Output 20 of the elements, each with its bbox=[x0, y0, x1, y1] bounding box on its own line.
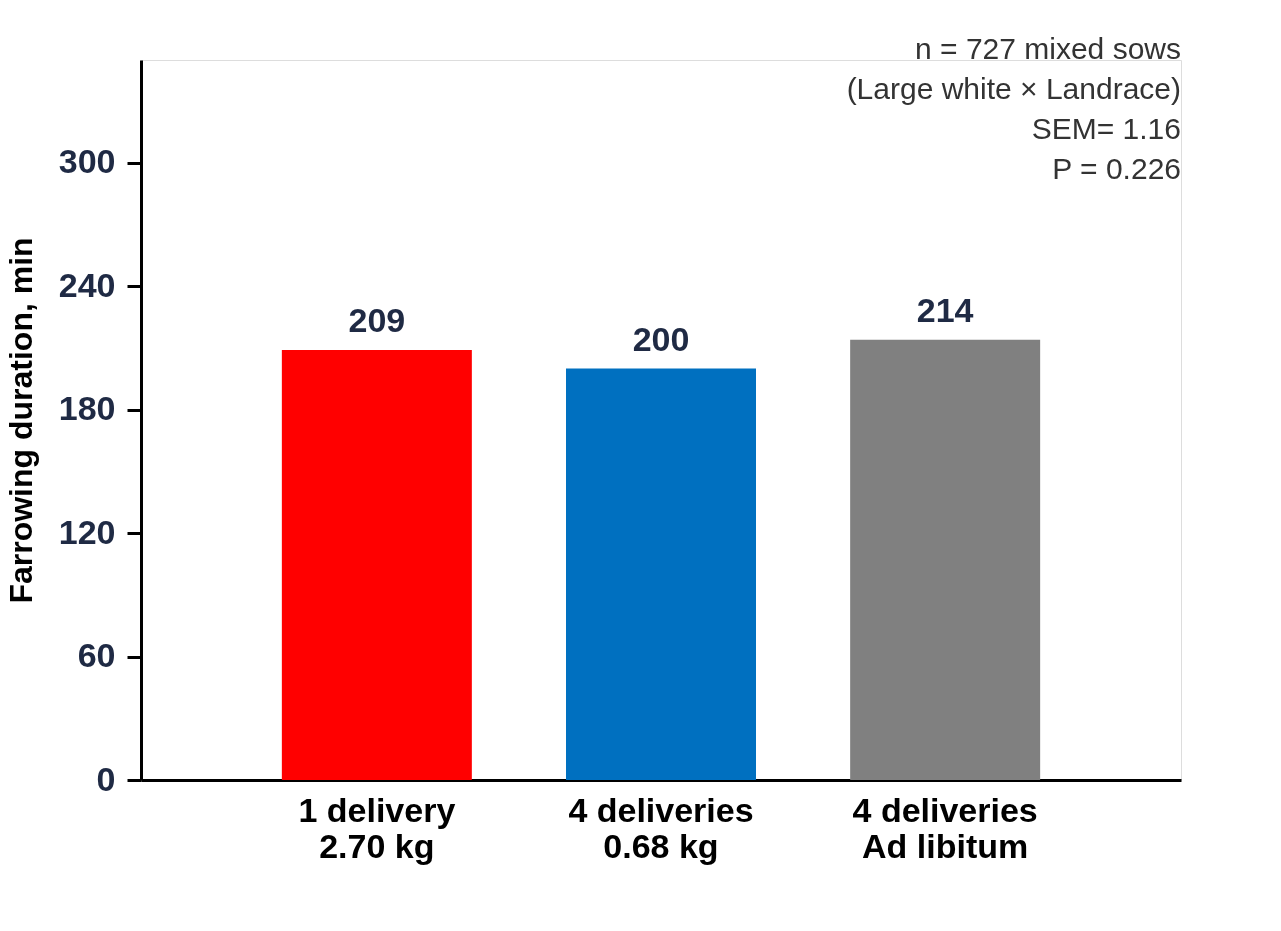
annotation: (Large white × Landrace) bbox=[846, 72, 1181, 105]
y-tick-label: 60 bbox=[77, 636, 116, 675]
y-axis-title: Farrowing duration, min bbox=[2, 237, 39, 604]
bar bbox=[566, 368, 756, 780]
annotation: SEM= 1.16 bbox=[1031, 112, 1181, 145]
y-tick-label: 120 bbox=[58, 512, 116, 551]
annotation: n = 727 mixed sows bbox=[915, 32, 1181, 65]
x-tick-label: 1 delivery 2.70 kg bbox=[298, 790, 456, 865]
y-tick-label: 180 bbox=[58, 389, 116, 428]
data-label: 200 bbox=[632, 319, 690, 358]
y-tick-label: 300 bbox=[58, 142, 116, 181]
data-label: 214 bbox=[916, 290, 974, 329]
bar bbox=[850, 339, 1041, 780]
x-tick-label: 4 deliveries Ad libitum bbox=[852, 790, 1038, 865]
y-tick-label: 240 bbox=[58, 265, 116, 304]
y-tick-label: 0 bbox=[96, 759, 116, 798]
bar bbox=[281, 350, 472, 780]
x-tick-label: 4 deliveries 0.68 kg bbox=[568, 790, 754, 865]
data-label: 209 bbox=[348, 301, 406, 340]
annotation: P = 0.226 bbox=[1052, 152, 1181, 185]
